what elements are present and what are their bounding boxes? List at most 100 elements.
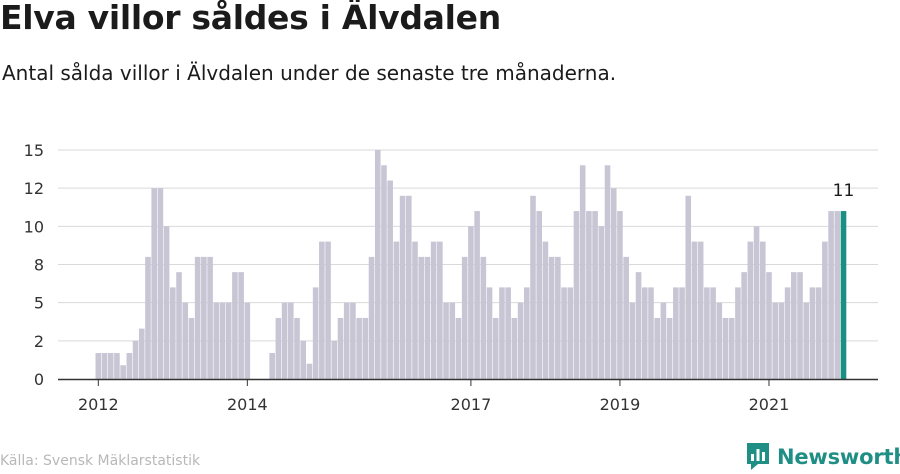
bar — [188, 317, 195, 379]
bar — [561, 287, 567, 379]
bar — [331, 340, 338, 379]
bar — [430, 241, 437, 379]
bar — [412, 241, 418, 379]
bar — [523, 287, 530, 379]
bar — [449, 302, 456, 379]
bar — [399, 195, 406, 379]
bar — [163, 226, 170, 379]
bar — [542, 241, 549, 379]
bar — [213, 302, 220, 379]
bar — [107, 353, 114, 379]
bar — [610, 188, 617, 379]
x-tick-label: 2017 — [451, 395, 492, 414]
bar — [362, 317, 369, 379]
y-tick-label: 8 — [34, 256, 44, 275]
bar — [648, 287, 654, 379]
bar — [474, 211, 480, 379]
bar — [766, 272, 772, 379]
bar — [306, 363, 313, 379]
bar — [567, 287, 574, 379]
bar — [511, 317, 518, 379]
bar — [461, 256, 468, 379]
bar — [660, 302, 667, 379]
bar — [722, 317, 729, 379]
last-value-label: 11 — [833, 181, 855, 201]
bar — [598, 226, 605, 379]
chart-subtitle: Antal sålda villor i Älvdalen under de s… — [2, 61, 617, 85]
bar — [114, 353, 120, 379]
bar — [151, 188, 157, 379]
bar — [368, 256, 375, 379]
bar — [536, 211, 543, 379]
bar — [759, 241, 766, 379]
bar — [579, 165, 586, 379]
bar — [809, 287, 816, 379]
bar — [312, 287, 319, 379]
bar — [275, 317, 282, 379]
y-tick-label: 15 — [24, 141, 44, 160]
source-note: Källa: Svensk Mäklarstatistik — [0, 453, 201, 469]
bar — [697, 241, 704, 379]
bar — [468, 226, 474, 379]
bar — [120, 365, 126, 379]
brand-name: Newsworthy — [777, 444, 900, 469]
bar — [834, 211, 841, 379]
y-axis-labels: 0 2 5 8 10 12 15 — [24, 141, 44, 389]
x-tick-label: 2012 — [78, 395, 119, 414]
bar — [207, 256, 213, 379]
bar — [157, 188, 164, 379]
bar — [343, 302, 350, 379]
bar — [623, 256, 629, 379]
bar — [238, 272, 244, 379]
bar — [443, 302, 449, 379]
bar — [492, 317, 499, 379]
bar — [778, 302, 785, 379]
bar — [381, 165, 387, 379]
bar — [288, 302, 294, 379]
bar — [176, 272, 182, 379]
x-tick-label: 2021 — [749, 395, 790, 414]
bar — [194, 256, 201, 379]
bar — [654, 317, 660, 379]
bar — [387, 180, 393, 379]
highlight-bar — [840, 211, 847, 379]
bar — [356, 317, 362, 379]
bar — [641, 287, 648, 379]
bar — [505, 287, 511, 379]
bar — [791, 272, 797, 379]
bar — [673, 287, 679, 379]
bar — [728, 317, 735, 379]
bar — [679, 287, 685, 379]
bar — [517, 302, 524, 379]
bar — [281, 302, 288, 379]
y-tick-label: 12 — [24, 179, 44, 198]
bar — [716, 302, 723, 379]
brand-logo[interactable]: Newsworthy — [745, 441, 900, 472]
bar — [300, 340, 307, 379]
bar — [604, 165, 611, 379]
bar — [486, 287, 493, 379]
bar — [586, 211, 592, 379]
bar — [548, 256, 555, 379]
annotations: 11 — [833, 181, 855, 201]
bar — [126, 353, 133, 379]
bar — [666, 317, 673, 379]
bar — [617, 211, 623, 379]
bar — [95, 353, 102, 379]
bar — [337, 317, 344, 379]
bar — [424, 256, 431, 379]
bar — [406, 195, 412, 379]
bar — [803, 302, 810, 379]
x-tick-label: 2019 — [600, 395, 641, 414]
bar — [145, 256, 151, 379]
bar — [244, 302, 251, 379]
bar — [269, 353, 275, 379]
bar — [741, 272, 747, 379]
bar — [735, 287, 741, 379]
bar — [772, 302, 778, 379]
bar — [350, 302, 356, 379]
bar — [635, 272, 642, 379]
bar — [294, 317, 300, 379]
bar — [822, 241, 828, 379]
